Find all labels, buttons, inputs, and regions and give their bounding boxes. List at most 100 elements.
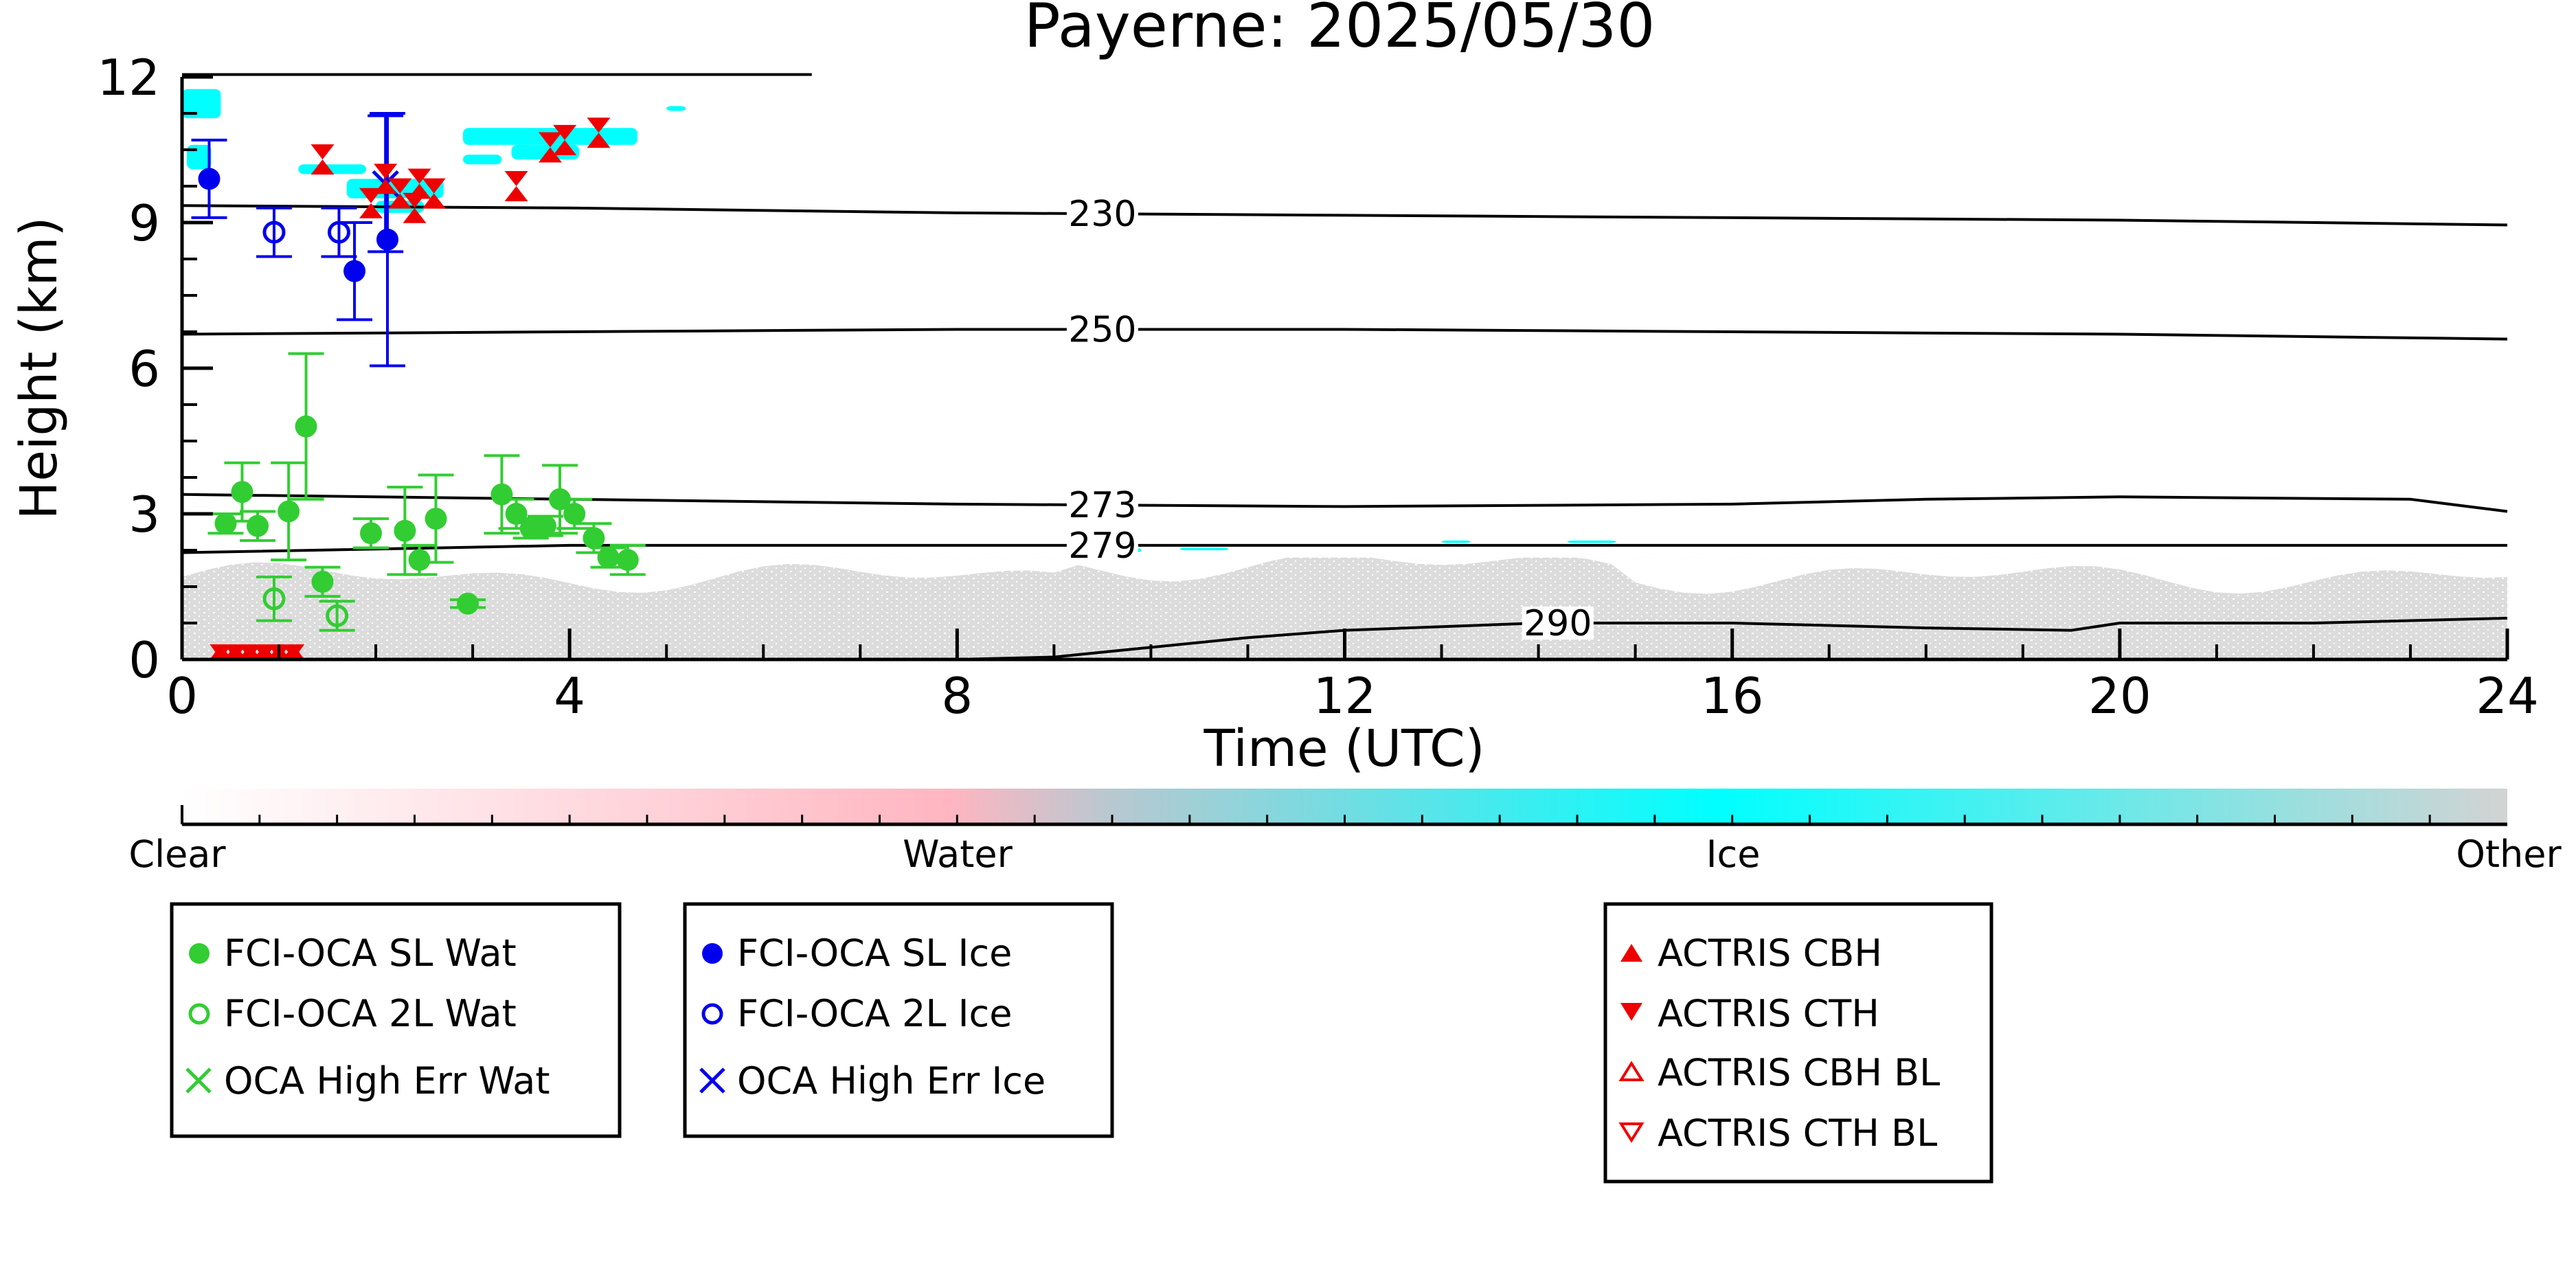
contour-line-290 bbox=[957, 616, 2508, 661]
marker-fci-oca-2l-wat bbox=[262, 587, 286, 611]
legend-water-frame bbox=[170, 902, 622, 1138]
marker-fci-oca-sl-wat bbox=[563, 503, 586, 525]
y-tick-label: 12 bbox=[97, 49, 160, 106]
marker-fci-oca-sl-wat bbox=[278, 500, 300, 523]
legend-label-higherr-wat: OCA High Err Wat bbox=[224, 1059, 550, 1103]
legend-ice: FCI-OCA SL Ice FCI-OCA 2L Ice OCA High E… bbox=[683, 902, 1114, 1138]
marker-actris-cth bbox=[224, 644, 247, 659]
x-tick-label: 4 bbox=[554, 667, 585, 725]
marker-actris-cth bbox=[282, 644, 305, 659]
marker-unlabeled bbox=[553, 124, 577, 155]
contour-line-230 bbox=[181, 204, 2508, 227]
marker-actris-cth bbox=[253, 644, 275, 659]
marker-fci-oca-sl-wat bbox=[534, 515, 556, 537]
contour-label-bg bbox=[1066, 313, 1138, 346]
legend-marker-sl-ice bbox=[702, 943, 723, 964]
x-tick-label: 16 bbox=[1701, 667, 1764, 725]
legend-marker-cth bbox=[1620, 1003, 1642, 1021]
legend-label-cbh-bl: ACTRIS CBH BL bbox=[1658, 1051, 1940, 1094]
legend-ice-frame bbox=[683, 902, 1114, 1138]
legend-label-cbh: ACTRIS CBH bbox=[1658, 931, 1882, 975]
marker-actris-cth bbox=[238, 644, 261, 659]
legend-marker-cbh bbox=[1620, 944, 1642, 962]
marker-unlabeled bbox=[403, 192, 427, 223]
contour-label: 250 bbox=[1068, 309, 1136, 350]
legend-marker-2l-wat bbox=[188, 1003, 210, 1025]
contour-label-bg bbox=[1066, 197, 1138, 231]
marker-fci-oca-sl-wat bbox=[597, 546, 620, 569]
legend-label-cth-bl: ACTRIS CTH BL bbox=[1658, 1111, 1937, 1155]
marker-fci-oca-sl-ice bbox=[343, 260, 366, 282]
marker-fci-oca-sl-wat bbox=[295, 415, 317, 438]
marker-fci-oca-sl-wat bbox=[616, 549, 639, 572]
legend-label-higherr-ice: OCA High Err Ice bbox=[737, 1059, 1046, 1103]
contour-label: 290 bbox=[1524, 603, 1592, 644]
other-band-upper-edge bbox=[182, 554, 2507, 594]
marker-unlabeled bbox=[587, 117, 611, 148]
marker-fci-oca-2l-wat bbox=[326, 604, 349, 627]
legend-marker-cbh-bl bbox=[1618, 1061, 1645, 1081]
marker-fci-oca-sl-wat bbox=[394, 519, 416, 542]
marker-fci-oca-2l-ice bbox=[262, 221, 286, 244]
marker-unlabeled bbox=[504, 171, 528, 201]
legend-water: FCI-OCA SL Wat FCI-OCA 2L Wat OCA High E… bbox=[170, 902, 622, 1138]
x-axis-label: Time (UTC) bbox=[1203, 719, 1484, 778]
marker-unlabeled bbox=[388, 178, 412, 209]
ice-cloud-patch bbox=[666, 106, 686, 111]
y-tick-label: 3 bbox=[128, 486, 160, 543]
contour-label: 273 bbox=[1068, 485, 1136, 526]
ice-cloud-patch bbox=[1179, 547, 1229, 550]
colorbar-label-water: Water bbox=[903, 833, 1013, 876]
contour-line-273 bbox=[181, 493, 2508, 513]
axis-ticks: 0 4 8 12 16 20 24 0 3 6 9 12 bbox=[97, 49, 2538, 725]
y-tick-label: 0 bbox=[128, 631, 160, 689]
y-tick-label: 9 bbox=[128, 194, 160, 252]
marker-actris-cth bbox=[210, 644, 232, 659]
legend-label-cth: ACTRIS CTH bbox=[1658, 992, 1879, 1035]
marker-unlabeled bbox=[310, 144, 335, 175]
ice-cloud-patch bbox=[182, 89, 221, 119]
marker-unlabeled bbox=[422, 178, 446, 209]
y-axis-label: Height (km) bbox=[10, 217, 69, 520]
marker-fci-oca-sl-wat bbox=[583, 527, 605, 550]
legend-label-2l-wat: FCI-OCA 2L Wat bbox=[224, 992, 517, 1035]
ice-cloud-patch bbox=[463, 155, 502, 165]
legend-marker-sl-wat bbox=[189, 943, 210, 964]
marker-fci-oca-2l-ice bbox=[327, 221, 350, 244]
ice-cloud-patch bbox=[1441, 540, 1471, 543]
contour-label-bg bbox=[1522, 607, 1594, 640]
legend-label-sl-ice: FCI-OCA SL Ice bbox=[737, 931, 1012, 975]
marker-fci-oca-sl-wat bbox=[247, 515, 269, 537]
x-tick-label: 8 bbox=[941, 667, 973, 725]
contour-label-bg bbox=[1066, 488, 1138, 522]
legend-label-2l-ice: FCI-OCA 2L Ice bbox=[737, 992, 1012, 1035]
colorbar-label-clear: Clear bbox=[128, 833, 226, 876]
marker-fci-oca-sl-wat bbox=[214, 512, 237, 535]
cloud-mask-background bbox=[182, 89, 2507, 659]
contour-line-279 bbox=[181, 543, 2507, 554]
marker-fci-oca-sl-ice bbox=[198, 168, 221, 190]
contour-label: 230 bbox=[1068, 194, 1136, 235]
marker-fci-oca-sl-wat bbox=[231, 481, 253, 504]
contour-line-250 bbox=[181, 328, 2508, 341]
contour-label: 279 bbox=[1068, 526, 1136, 567]
x-tick-label: 24 bbox=[2476, 667, 2539, 725]
x-tick-label: 12 bbox=[1313, 667, 1377, 725]
marker-fci-oca-sl-wat bbox=[490, 483, 513, 506]
marker-fci-oca-sl-wat bbox=[408, 549, 431, 572]
colorbar-label-other: Other bbox=[2456, 833, 2562, 876]
data-series bbox=[191, 112, 646, 659]
marker-fci-oca-sl-wat bbox=[425, 508, 447, 530]
y-tick-label: 6 bbox=[128, 340, 160, 398]
colorbar-ticks bbox=[258, 815, 2431, 824]
marker-unlabeled bbox=[374, 163, 398, 194]
legend-label-sl-wat: FCI-OCA SL Wat bbox=[224, 931, 517, 975]
legend-actris: ACTRIS CBH ACTRIS CTH ACTRIS CBH BL ACTR… bbox=[1603, 902, 1993, 1184]
x-tick-label: 0 bbox=[166, 667, 198, 725]
legend-marker-higherr-ice bbox=[699, 1067, 725, 1094]
legend-marker-2l-ice bbox=[701, 1003, 723, 1025]
ice-cloud-patch bbox=[1567, 540, 1616, 543]
marker-fci-oca-sl-wat bbox=[457, 592, 479, 615]
